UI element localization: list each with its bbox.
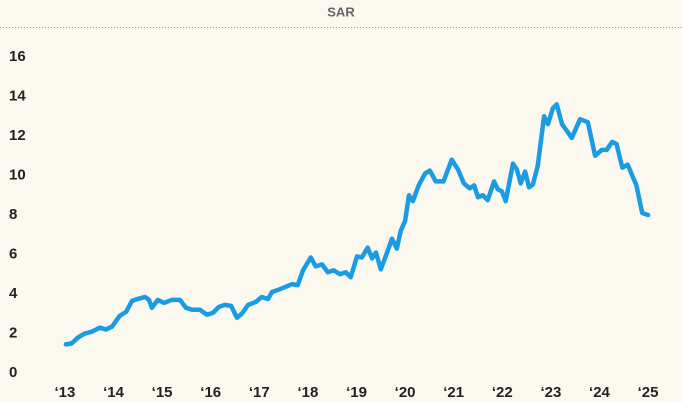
y-tick-label: 0 [9,364,17,381]
y-tick-label: 6 [9,245,17,262]
x-tick-label: ‘24 [589,384,611,401]
y-tick-label: 12 [9,127,26,144]
x-tick-label: ‘23 [540,384,561,401]
y-tick-label: 2 [9,324,17,341]
y-tick-label: 4 [9,285,18,302]
x-tick-label: ‘13 [54,384,75,401]
x-tick-label: ‘18 [297,384,318,401]
x-tick-label: ‘25 [638,384,659,401]
x-tick-label: ‘16 [200,384,221,401]
chart-title: SAR [327,4,355,19]
x-tick-label: ‘14 [103,384,125,401]
y-tick-label: 8 [9,206,17,223]
y-tick-label: 10 [9,166,26,183]
x-tick-label: ‘22 [492,384,513,401]
x-tick-label: ‘17 [249,384,270,401]
x-tick-label: ‘15 [152,384,173,401]
y-tick-label: 16 [9,48,26,65]
x-tick-label: ‘21 [443,384,464,401]
x-tick-label: ‘20 [395,384,416,401]
x-tick-label: ‘19 [346,384,367,401]
y-tick-label: 14 [9,87,26,104]
line-series [63,102,651,347]
